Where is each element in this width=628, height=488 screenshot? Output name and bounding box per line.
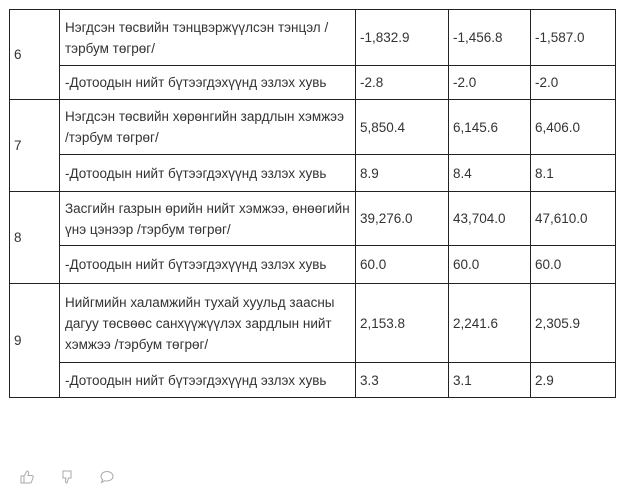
value-cell: -1,587.0	[530, 9, 616, 66]
value-cell: 47,610.0	[530, 191, 616, 246]
table-row: 7 Нэгдсэн төсвийн хөрөнгийн зардлын хэмж…	[9, 99, 616, 192]
value-cell: 2,305.9	[530, 283, 616, 363]
indicator-label: Нэгдсэн төсвийн тэнцвэржүүлсэн тэнцэл /т…	[59, 9, 356, 66]
table-row-sub: -Дотоодын нийт бүтээгдэхүүнд эзлэх хувь 6…	[10, 245, 616, 284]
value-cell: 6,406.0	[530, 99, 616, 155]
gdp-share-label: -Дотоодын нийт бүтээгдэхүүнд эзлэх хувь	[59, 154, 356, 192]
reaction-bar	[20, 470, 114, 484]
gdp-share-label: -Дотоодын нийт бүтээгдэхүүнд эзлэх хувь	[59, 362, 356, 398]
gdp-share-label: -Дотоодын нийт бүтээгдэхүүнд эзлэх хувь	[59, 245, 356, 284]
table-row-sub: -Дотоодын нийт бүтээгдэхүүнд эзлэх хувь 3…	[10, 362, 616, 398]
table-row: 8 Засгийн газрын өрийн нийт хэмжээ, өнөө…	[9, 191, 616, 284]
value-cell: 43,704.0	[448, 191, 531, 246]
gdp-share-label: -Дотоодын нийт бүтээгдэхүүнд эзлэх хувь	[59, 65, 356, 100]
table-row-sub: -Дотоодын нийт бүтээгдэхүүнд эзлэх хувь 8…	[10, 154, 616, 192]
table-row-sub: -Дотоодын нийт бүтээгдэхүүнд эзлэх хувь -…	[10, 65, 616, 100]
gdp-share-value: -2.0	[448, 65, 531, 100]
thumbs-up-icon[interactable]	[20, 470, 34, 484]
thumbs-down-icon[interactable]	[60, 470, 74, 484]
value-cell: 2,153.8	[355, 283, 449, 363]
gdp-share-value: -2.8	[355, 65, 449, 100]
gdp-share-value: 8.4	[448, 154, 531, 192]
budget-table: 6 Нэгдсэн төсвийн тэнцвэржүүлсэн тэнцэл …	[9, 9, 616, 398]
indicator-label: Засгийн газрын өрийн нийт хэмжээ, өнөөги…	[59, 191, 356, 246]
gdp-share-value: 3.3	[355, 362, 449, 398]
gdp-share-value: 8.1	[530, 154, 616, 192]
value-cell: -1,456.8	[448, 9, 531, 66]
indicator-label: Нэгдсэн төсвийн хөрөнгийн зардлын хэмжээ…	[59, 99, 356, 155]
gdp-share-value: 8.9	[355, 154, 449, 192]
value-cell: 39,276.0	[355, 191, 449, 246]
gdp-share-value: 3.1	[448, 362, 531, 398]
row-number: 7	[9, 99, 60, 192]
gdp-share-value: -2.0	[530, 65, 616, 100]
value-cell: -1,832.9	[355, 9, 449, 66]
value-cell: 5,850.4	[355, 99, 449, 155]
table-row: 6 Нэгдсэн төсвийн тэнцвэржүүлсэн тэнцэл …	[9, 9, 616, 100]
indicator-label: Нийгмийн халамжийн тухай хуульд заасны д…	[59, 283, 356, 363]
gdp-share-value: 60.0	[448, 245, 531, 284]
row-number: 8	[9, 191, 60, 284]
value-cell: 2,241.6	[448, 283, 531, 363]
row-number: 6	[9, 9, 60, 100]
gdp-share-value: 2.9	[530, 362, 616, 398]
row-number: 9	[9, 283, 60, 398]
comment-icon[interactable]	[100, 470, 114, 484]
value-cell: 6,145.6	[448, 99, 531, 155]
gdp-share-value: 60.0	[355, 245, 449, 284]
table-row: 9 Нийгмийн халамжийн тухай хуульд заасны…	[9, 283, 616, 398]
gdp-share-value: 60.0	[530, 245, 616, 284]
